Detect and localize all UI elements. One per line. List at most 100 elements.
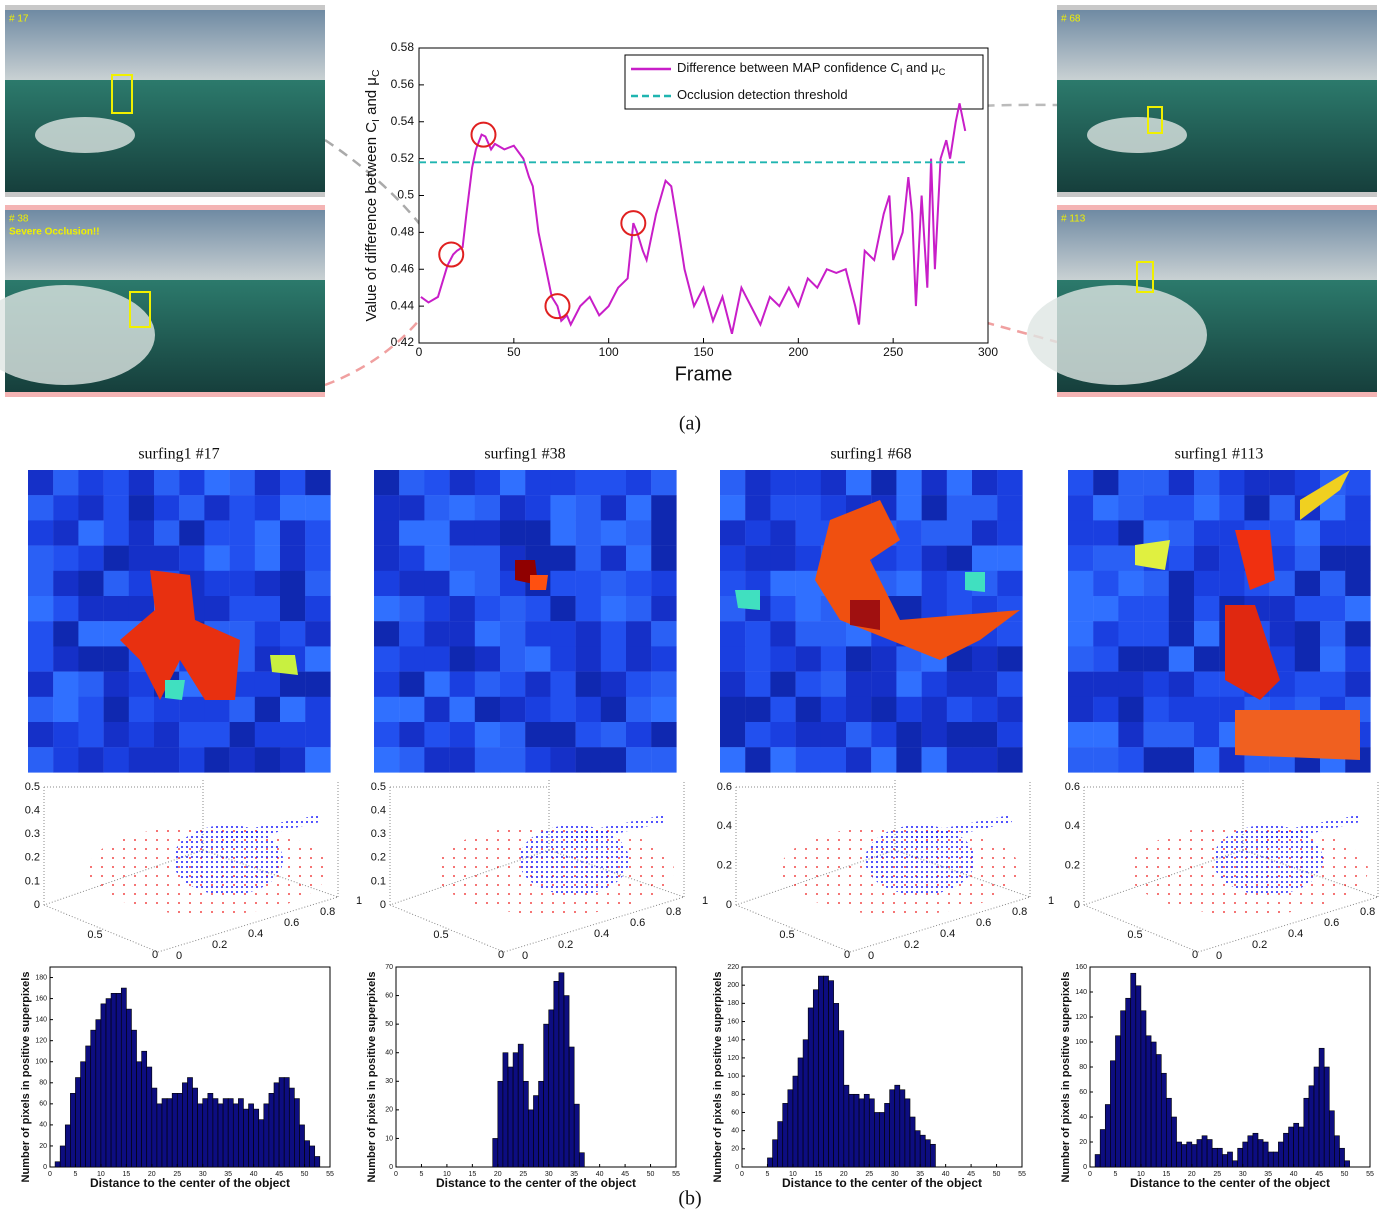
superpixel [550, 495, 576, 521]
superpixel [972, 747, 998, 773]
superpixel [896, 545, 922, 571]
superpixel [600, 545, 627, 571]
bar [1318, 1047, 1325, 1168]
superpixel [1068, 747, 1094, 773]
superpixel [972, 671, 998, 697]
bar [222, 1098, 229, 1168]
superpixel [745, 545, 771, 571]
superpixel [997, 696, 1023, 723]
superpixel [28, 671, 54, 697]
x-tick-label: 250 [883, 345, 903, 359]
superpixel [921, 696, 947, 723]
bar [1110, 1060, 1116, 1168]
bar [217, 1103, 224, 1168]
superpixel [770, 596, 796, 622]
bar [95, 1019, 102, 1168]
photo-surf [0, 285, 155, 385]
superpixel [550, 747, 576, 773]
bar [792, 1075, 799, 1168]
bar [1196, 1139, 1203, 1168]
superpixel [651, 621, 677, 647]
superpixel [921, 671, 947, 697]
bar [894, 1084, 901, 1168]
superpixel [1168, 671, 1195, 697]
superpixel [997, 495, 1023, 521]
superpixel [449, 596, 475, 622]
superpixel [921, 545, 947, 571]
superpixel [1194, 747, 1220, 773]
bar [171, 1093, 178, 1168]
bar [568, 1046, 575, 1168]
superpixel [204, 696, 230, 723]
superpixel [254, 545, 281, 571]
superpixel [305, 495, 331, 521]
superpixel [795, 520, 821, 546]
bar [879, 1112, 885, 1168]
scatter3d: 0 0.2 0.4 0.6 0.5 0 0 0.2 0.4 0.6 0.8 1 [717, 780, 1054, 962]
superpixel [550, 570, 576, 597]
superpixel [1118, 596, 1144, 622]
point-cloud [218, 815, 320, 845]
superpixel [1320, 545, 1346, 571]
z-tick-label: 0.4 [1065, 820, 1080, 832]
superpixel [449, 747, 475, 773]
superpixel [795, 671, 821, 697]
bar [263, 1103, 270, 1168]
superpixel [1345, 470, 1371, 496]
bar [517, 1043, 524, 1168]
superpixel [399, 646, 425, 672]
superpixel-blob [1135, 540, 1170, 570]
bar [573, 1103, 580, 1168]
superpixel [78, 696, 104, 723]
superpixel [254, 747, 281, 773]
superpixel [626, 646, 652, 672]
bar [243, 1108, 249, 1168]
superpixel [550, 596, 576, 622]
bar [802, 1039, 809, 1168]
superpixel [1143, 621, 1169, 647]
superpixel [1294, 596, 1321, 622]
x-tick-label: 30 [545, 1171, 553, 1178]
superpixel [720, 646, 746, 672]
superpixel [1219, 470, 1245, 496]
bar [131, 1029, 137, 1168]
caption: (a) [679, 413, 701, 435]
y-tick-label: 160 [727, 1018, 739, 1025]
superpixel [1168, 747, 1195, 773]
superpixel [575, 646, 601, 672]
y-tick-label: 20 [385, 1107, 393, 1114]
superpixel [720, 495, 746, 521]
superpixel [229, 470, 255, 496]
superpixel [1118, 646, 1144, 672]
y-tick-label: 100 [1075, 1039, 1087, 1046]
superpixel [1244, 470, 1270, 496]
superpixel [1118, 520, 1144, 546]
superpixel-blob [735, 590, 760, 610]
bar [843, 1084, 850, 1168]
superpixel [1143, 722, 1169, 748]
superpixel [449, 671, 475, 697]
y-tick-label: 0.5 [433, 929, 448, 941]
superpixel [795, 747, 821, 773]
y-tick-label: 0 [498, 949, 504, 961]
bar [1303, 1097, 1310, 1168]
superpixel [103, 470, 129, 496]
superpixel [1168, 596, 1195, 622]
target-box [1147, 106, 1163, 134]
superpixel [1345, 646, 1371, 672]
bar [1216, 1147, 1223, 1168]
superpixel [770, 621, 796, 647]
superpixel [972, 646, 998, 672]
superpixel [972, 696, 998, 723]
x-axis-label: Distance to the center of the object [436, 1176, 636, 1190]
superpixel [896, 596, 922, 622]
bar [868, 1098, 875, 1168]
superpixel [424, 520, 450, 546]
y-tick-label: 60 [385, 992, 393, 999]
superpixel [871, 747, 897, 773]
superpixel [575, 470, 601, 496]
superpixel [795, 545, 821, 571]
superpixel [1244, 495, 1270, 521]
superpixel-blob [165, 680, 185, 700]
superpixel [103, 646, 129, 672]
